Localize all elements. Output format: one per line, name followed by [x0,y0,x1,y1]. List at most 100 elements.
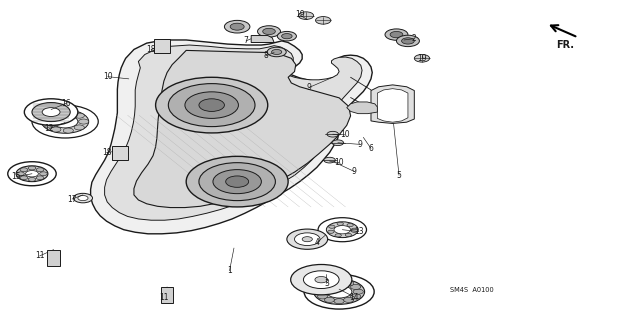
Circle shape [199,163,275,201]
Circle shape [317,285,328,289]
Circle shape [26,171,38,177]
Polygon shape [347,102,378,114]
Circle shape [28,166,36,170]
Circle shape [36,176,44,180]
Text: 6: 6 [369,144,373,153]
Circle shape [401,38,414,44]
Text: 14: 14 [349,293,359,301]
Polygon shape [91,40,372,234]
Circle shape [337,222,344,225]
Circle shape [17,172,24,176]
Text: 5: 5 [397,171,401,180]
Text: 12: 12 [44,124,54,133]
Circle shape [390,32,403,38]
Circle shape [334,226,351,234]
Bar [47,250,60,266]
Circle shape [257,26,280,37]
Circle shape [304,274,374,309]
Circle shape [168,84,255,127]
Circle shape [225,20,250,33]
Text: 18: 18 [102,148,111,157]
Circle shape [32,103,70,122]
Circle shape [28,178,36,181]
Text: 9: 9 [357,140,362,149]
Circle shape [315,277,328,283]
Circle shape [267,47,286,57]
Circle shape [328,225,335,228]
Bar [161,287,173,303]
Circle shape [213,170,261,194]
Circle shape [63,110,74,115]
Circle shape [385,29,408,40]
Circle shape [74,125,84,130]
Circle shape [351,294,361,299]
Text: 9: 9 [307,83,312,92]
Circle shape [298,12,314,19]
Polygon shape [251,35,274,42]
Text: 9: 9 [352,167,357,176]
Circle shape [186,156,288,207]
Circle shape [326,222,358,238]
Circle shape [74,193,93,203]
Text: 3: 3 [324,279,329,288]
Text: 1: 1 [227,266,232,275]
Circle shape [334,299,344,304]
Circle shape [324,297,335,302]
Circle shape [344,297,354,302]
Circle shape [230,23,244,30]
Text: 10: 10 [340,130,349,139]
Circle shape [315,289,325,294]
Polygon shape [134,50,351,208]
Text: 19: 19 [295,10,305,19]
Circle shape [78,196,88,201]
Circle shape [302,237,312,242]
Circle shape [353,289,364,294]
Circle shape [52,115,78,128]
Text: 19: 19 [417,54,427,63]
Circle shape [42,108,60,116]
Circle shape [51,127,61,132]
Circle shape [316,17,331,24]
Text: 11: 11 [159,293,168,302]
Circle shape [414,55,429,62]
Circle shape [294,233,320,246]
Circle shape [20,168,28,172]
Circle shape [226,176,248,187]
Circle shape [326,286,352,298]
Circle shape [303,271,339,288]
Circle shape [63,128,74,133]
Text: 18: 18 [147,45,156,54]
Circle shape [79,119,89,124]
Circle shape [334,280,344,285]
Circle shape [291,264,352,295]
Circle shape [271,49,282,55]
Circle shape [344,281,354,286]
Circle shape [20,176,28,180]
Circle shape [43,116,53,121]
Circle shape [51,111,61,116]
Circle shape [324,281,335,286]
Circle shape [74,113,84,118]
Circle shape [262,28,275,34]
Text: 4: 4 [314,238,319,247]
Circle shape [347,224,353,227]
Polygon shape [371,85,414,123]
Circle shape [36,168,44,172]
Polygon shape [378,89,408,122]
Circle shape [185,92,239,118]
Text: FR.: FR. [556,40,574,50]
Text: 15: 15 [12,172,21,182]
Circle shape [351,229,357,232]
Text: 2: 2 [412,34,416,43]
Circle shape [42,110,89,133]
Text: 11: 11 [35,251,44,260]
Circle shape [282,33,292,39]
Circle shape [314,279,365,304]
Bar [154,39,170,53]
Circle shape [351,285,361,289]
Circle shape [396,35,419,47]
Circle shape [317,294,328,299]
Circle shape [24,99,78,125]
Circle shape [8,162,56,186]
Circle shape [318,218,367,242]
